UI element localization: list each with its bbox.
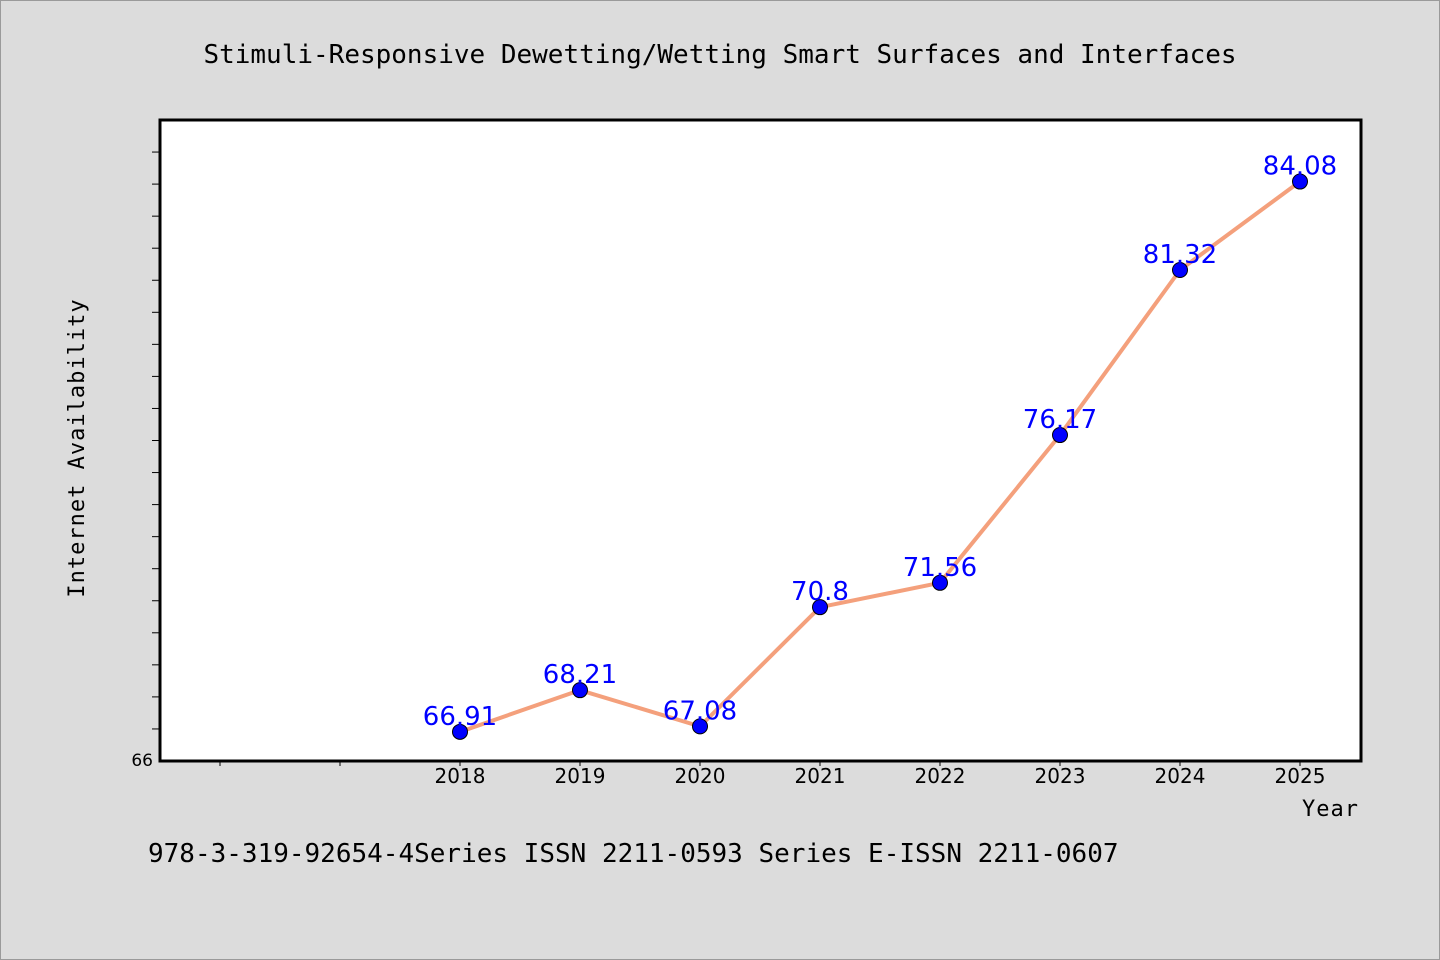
data-point-marker (452, 723, 468, 740)
y-min-tick-label: 66 (131, 751, 153, 771)
x-tick-label: 2018 (435, 764, 486, 788)
x-tick-label: 2019 (555, 764, 606, 788)
data-point-marker (1292, 173, 1308, 190)
data-label: 70.8 (791, 577, 849, 607)
x-tick-label: 2024 (1155, 764, 1206, 788)
data-label: 71.56 (903, 553, 977, 583)
x-tick-labels: 2018 2019 2020 2021 2022 2023 2024 2025 (435, 764, 1326, 788)
data-point-marker (932, 574, 948, 591)
x-tick-label: 2022 (915, 764, 966, 788)
x-tick-label: 2021 (795, 764, 846, 788)
data-point-marker (692, 718, 708, 735)
data-label: 76.17 (1023, 405, 1097, 435)
data-point-marker (1172, 261, 1188, 278)
x-tick-label: 2023 (1035, 764, 1086, 788)
data-label: 81.32 (1143, 240, 1217, 270)
data-point-marker (812, 599, 828, 616)
data-label: 84.08 (1263, 152, 1337, 182)
axis-ticks (152, 151, 1301, 766)
footer-isbn-text: 978-3-319-92654-4Series ISSN 2211-0593 S… (148, 839, 1119, 869)
data-point-marker (572, 682, 588, 699)
chart-title: Stimuli-Responsive Dewetting/Wetting Sma… (203, 40, 1236, 70)
series-group: 66.91 68.21 67.08 70.8 71.56 76.17 81.32 84.08 (423, 152, 1337, 740)
plot-area (158, 118, 1363, 763)
data-label: 66.91 (423, 702, 497, 732)
x-axis-label: Year (1302, 797, 1359, 822)
data-label: 68.21 (543, 660, 617, 690)
y-axis-label: Internet Availability (65, 298, 90, 597)
data-label: 67.08 (663, 696, 737, 726)
x-tick-label: 2025 (1275, 764, 1326, 788)
data-point-marker (1052, 427, 1068, 444)
x-tick-label: 2020 (675, 764, 726, 788)
series-line (458, 179, 1302, 734)
